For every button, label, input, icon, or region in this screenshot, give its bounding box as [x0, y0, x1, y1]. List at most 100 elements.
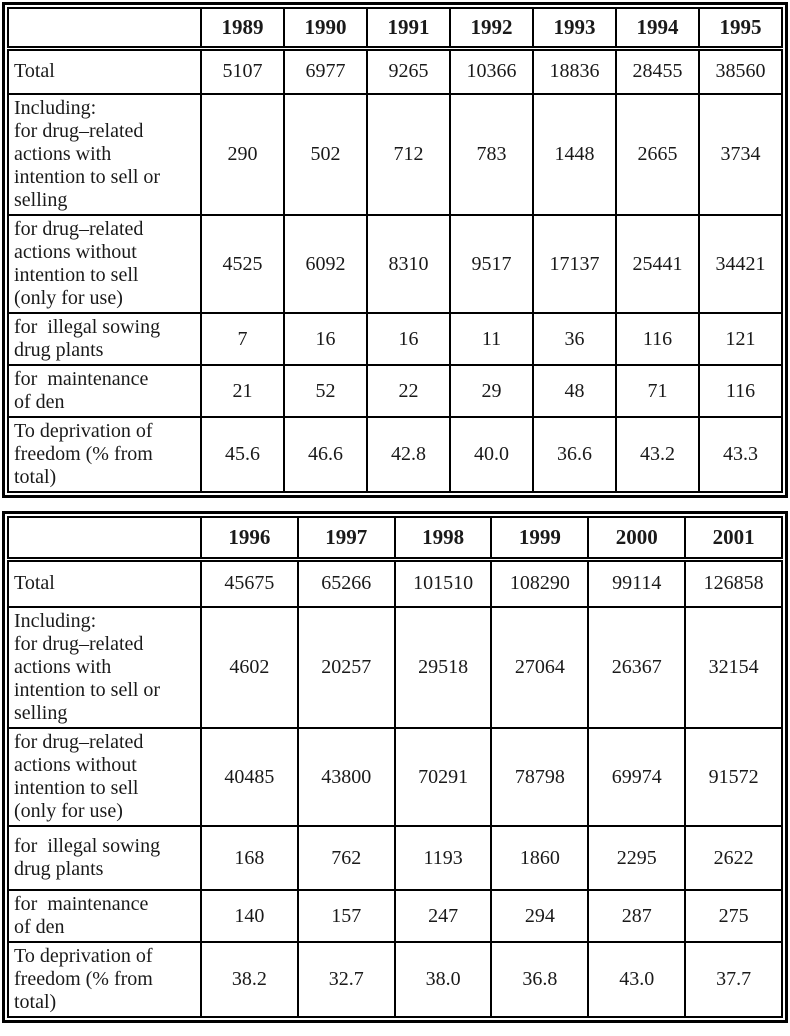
value-cell: 17137	[532, 214, 617, 314]
value-cell: 9265	[366, 47, 451, 95]
row-label: for drug–related actions without intenti…	[7, 214, 202, 314]
value-cell: 6092	[283, 214, 368, 314]
year-header-row: 1996 1997 1998 1999 2000 2001	[7, 516, 783, 562]
value-cell: 16	[283, 312, 368, 366]
value-cell: 126858	[684, 558, 783, 608]
value-cell: 34421	[698, 214, 783, 314]
value-cell: 783	[449, 93, 534, 216]
value-cell: 27064	[490, 606, 590, 729]
table-row: for illegal sowing drug plants 168 762 1193…	[7, 825, 783, 891]
value-cell: 1448	[532, 93, 617, 216]
year-header: 1997	[296, 516, 396, 562]
value-cell: 3734	[698, 93, 783, 216]
row-label: Including: for drug–related actions with…	[7, 606, 202, 729]
row-label: for drug–related actions without intenti…	[7, 727, 202, 827]
table-wrapper-1989-1995: 1989 1990 1991 1992 1993 1994 1995 Total 5107 697…	[2, 2, 788, 498]
value-cell: 25441	[615, 214, 700, 314]
value-cell: 116	[615, 312, 700, 366]
year-header: 1994	[615, 7, 700, 51]
value-cell: 294	[490, 889, 590, 943]
value-cell: 6977	[283, 47, 368, 95]
table-wrapper-1996-2001: 1996 1997 1998 1999 2000 2001 Total 45675 65266 1…	[2, 511, 788, 1023]
value-cell: 28455	[615, 47, 700, 95]
value-cell: 40485	[200, 727, 299, 827]
year-header: 2001	[684, 516, 783, 562]
value-cell: 48	[532, 364, 617, 418]
value-cell: 10366	[449, 47, 534, 95]
table-row: for illegal sowing drug plants 7 16 16 11 36 1…	[7, 312, 783, 366]
value-cell: 18836	[532, 47, 617, 95]
table-row: Total 5107 6977 9265 10366 18836 28455 38560	[7, 47, 783, 95]
value-cell: 2295	[587, 825, 687, 891]
value-cell: 762	[296, 825, 396, 891]
value-cell: 43800	[296, 727, 396, 827]
value-cell: 108290	[490, 558, 590, 608]
value-cell: 45675	[200, 558, 299, 608]
table-row: To deprivation of freedom (% from total)…	[7, 416, 783, 493]
sentenced-table-1996-2001: 1996 1997 1998 1999 2000 2001 Total 45675 65266 1…	[7, 516, 783, 1018]
value-cell: 36	[532, 312, 617, 366]
year-header: 1995	[698, 7, 783, 51]
table-row: for maintenance of den 140 157 247 294 287 275	[7, 889, 783, 943]
value-cell: 38.2	[200, 941, 299, 1018]
value-cell: 46.6	[283, 416, 368, 493]
value-cell: 29518	[393, 606, 493, 729]
value-cell: 26367	[587, 606, 687, 729]
value-cell: 712	[366, 93, 451, 216]
value-cell: 65266	[296, 558, 396, 608]
value-cell: 32154	[684, 606, 783, 729]
value-cell: 157	[296, 889, 396, 943]
value-cell: 116	[698, 364, 783, 418]
value-cell: 21	[200, 364, 285, 418]
value-cell: 140	[200, 889, 299, 943]
value-cell: 9517	[449, 214, 534, 314]
value-cell: 8310	[366, 214, 451, 314]
table-row: Total 45675 65266 101510 108290 99114 126858	[7, 558, 783, 608]
corner-cell	[7, 516, 202, 562]
value-cell: 16	[366, 312, 451, 366]
value-cell: 43.3	[698, 416, 783, 493]
value-cell: 70291	[393, 727, 493, 827]
year-header: 1989	[200, 7, 285, 51]
value-cell: 168	[200, 825, 299, 891]
row-label: To deprivation of freedom (% from total)	[7, 941, 202, 1018]
value-cell: 43.0	[587, 941, 687, 1018]
row-label: for illegal sowing drug plants	[7, 825, 202, 891]
value-cell: 11	[449, 312, 534, 366]
table-row: Including: for drug–related actions with…	[7, 93, 783, 216]
sentenced-table-1989-1995: 1989 1990 1991 1992 1993 1994 1995 Total 5107 697…	[7, 7, 783, 493]
year-header: 1996	[200, 516, 299, 562]
value-cell: 275	[684, 889, 783, 943]
value-cell: 502	[283, 93, 368, 216]
value-cell: 4602	[200, 606, 299, 729]
table-row: To deprivation of freedom (% from total)…	[7, 941, 783, 1018]
value-cell: 32.7	[296, 941, 396, 1018]
row-label: Total	[7, 558, 202, 608]
table-gap	[2, 498, 788, 511]
year-header: 1999	[490, 516, 590, 562]
value-cell: 45.6	[200, 416, 285, 493]
value-cell: 38560	[698, 47, 783, 95]
corner-cell	[7, 7, 202, 51]
year-header: 1998	[393, 516, 493, 562]
year-header: 1990	[283, 7, 368, 51]
value-cell: 2622	[684, 825, 783, 891]
value-cell: 2665	[615, 93, 700, 216]
value-cell: 42.8	[366, 416, 451, 493]
value-cell: 38.0	[393, 941, 493, 1018]
value-cell: 37.7	[684, 941, 783, 1018]
value-cell: 69974	[587, 727, 687, 827]
value-cell: 290	[200, 93, 285, 216]
value-cell: 4525	[200, 214, 285, 314]
value-cell: 40.0	[449, 416, 534, 493]
value-cell: 287	[587, 889, 687, 943]
year-header: 1991	[366, 7, 451, 51]
row-label: for maintenance of den	[7, 889, 202, 943]
row-label: Including: for drug–related actions with…	[7, 93, 202, 216]
row-label: To deprivation of freedom (% from total)	[7, 416, 202, 493]
value-cell: 91572	[684, 727, 783, 827]
table-row: for drug–related actions without intenti…	[7, 727, 783, 827]
table-row: for drug–related actions without intenti…	[7, 214, 783, 314]
value-cell: 5107	[200, 47, 285, 95]
